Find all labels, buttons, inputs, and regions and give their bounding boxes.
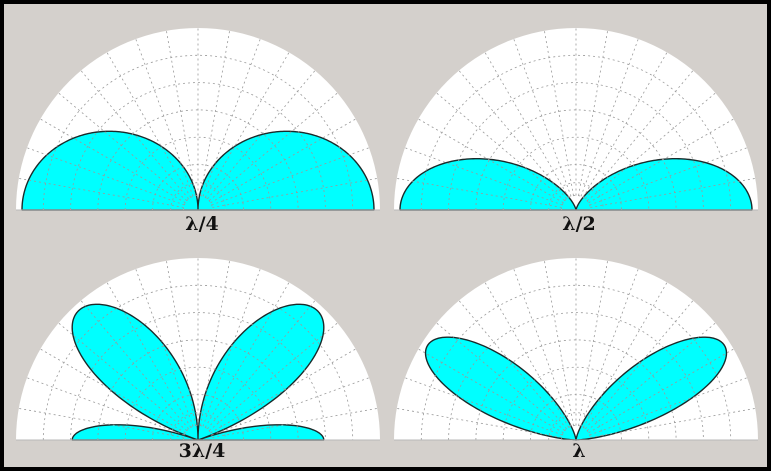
grid-arc: [42, 54, 354, 211]
grid-arc: [448, 312, 704, 441]
caption-full-wave: λ: [572, 440, 586, 462]
grid-arc: [170, 412, 226, 441]
caption-half-wave: λ/2: [562, 213, 596, 235]
panel-quarter-wave: [12, 4, 388, 218]
polar-plot-quarter-wave: [16, 28, 380, 211]
grid-arc: [183, 195, 213, 211]
grid-arc: [70, 312, 326, 441]
polar-plot-half-wave: [394, 28, 758, 211]
grid-arc: [183, 425, 213, 441]
grid-arc: [561, 425, 591, 441]
grid-arc: [561, 195, 591, 211]
polar-grid: [18, 258, 378, 441]
grid-arc: [42, 284, 354, 441]
polar-plot-three-quarter-wave: [16, 258, 380, 441]
grid-arc: [548, 182, 604, 211]
panel-three-quarter-wave: [12, 234, 388, 448]
panel-full-wave: [390, 234, 766, 448]
grid-arc: [548, 412, 604, 441]
polar-grid: [18, 28, 378, 211]
polar-grid: [396, 28, 756, 211]
polar-grid: [396, 258, 756, 441]
caption-three-quarter-wave: 3λ/4: [178, 440, 226, 462]
polar-plot-full-wave: [394, 258, 758, 441]
grid-arc: [170, 182, 226, 211]
caption-quarter-wave: λ/4: [185, 213, 219, 235]
panel-half-wave: [390, 4, 766, 218]
grid-arc: [448, 82, 704, 211]
grid-arc: [70, 82, 326, 211]
grid-arc: [420, 54, 732, 211]
grid-arc: [420, 284, 732, 441]
